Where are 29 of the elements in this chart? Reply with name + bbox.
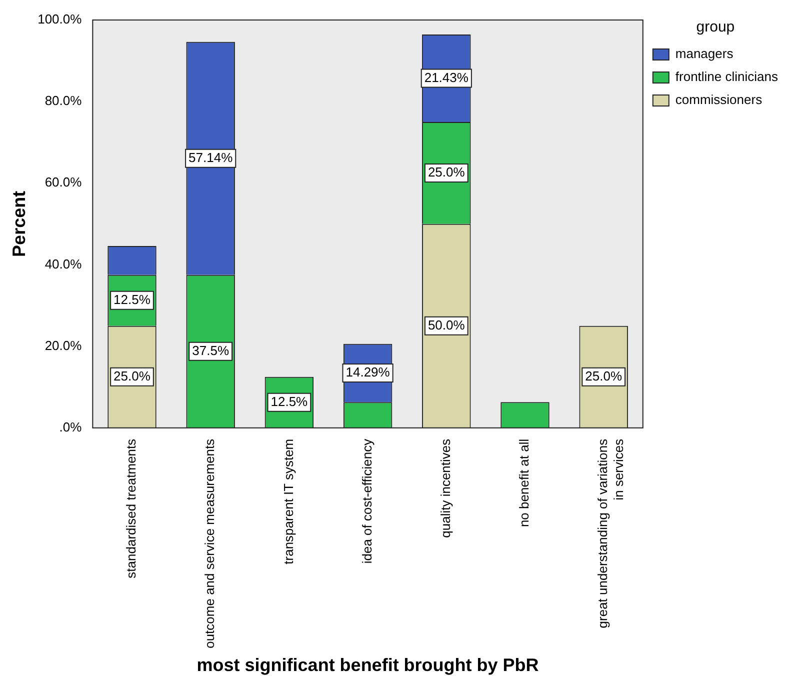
- y-tick-label: 80.0%: [44, 93, 82, 108]
- y-tick-label: .0%: [59, 419, 82, 434]
- x-tick-label: great understanding of variations in services: [595, 438, 626, 628]
- data-label: 12.5%: [270, 394, 308, 409]
- y-axis-title: Percent: [8, 190, 29, 257]
- data-label: 50.0%: [428, 317, 466, 332]
- x-tick-label: idea of cost-efficiency: [359, 438, 374, 564]
- y-tick-label: 100.0%: [38, 12, 82, 27]
- y-tick-label: 40.0%: [44, 256, 82, 272]
- legend-title: group: [696, 18, 735, 36]
- x-tick-label: quality incentives: [438, 438, 453, 538]
- y-tick-label: 20.0%: [44, 338, 82, 353]
- legend-label: managers: [675, 46, 734, 62]
- data-label: 14.29%: [346, 364, 390, 380]
- data-label: 25.0%: [114, 368, 151, 384]
- x-tick-label: transparent IT system: [280, 438, 296, 564]
- data-label: 21.43%: [424, 70, 469, 85]
- data-label: 25.0%: [585, 368, 622, 384]
- legend-label: frontline clinicians: [675, 69, 778, 84]
- data-label: 57.14%: [188, 150, 234, 165]
- data-label: 12.5%: [114, 292, 151, 307]
- data-label: 25.0%: [428, 164, 466, 180]
- legend-label: commissioners: [675, 92, 763, 108]
- x-tick-label: standardised treatments: [124, 438, 139, 578]
- y-tick-label: 60.0%: [44, 174, 82, 190]
- x-tick-label: no benefit at all: [516, 438, 532, 528]
- x-tick-label: outcome and service measurements: [202, 438, 218, 648]
- data-label: 37.5%: [192, 342, 230, 358]
- x-axis-title: most significant benefit brought by PbR: [196, 655, 539, 676]
